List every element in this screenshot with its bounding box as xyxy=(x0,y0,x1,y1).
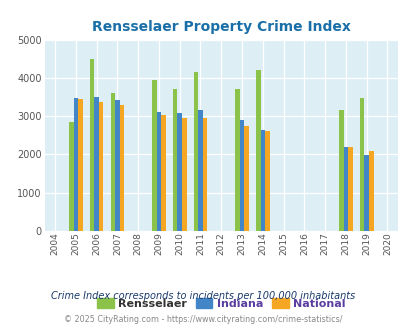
Bar xyxy=(99,102,103,231)
Bar xyxy=(119,106,124,231)
Bar xyxy=(234,89,239,231)
Bar xyxy=(73,98,78,231)
Bar xyxy=(156,112,161,231)
Bar xyxy=(94,97,99,231)
Bar xyxy=(255,70,260,231)
Bar xyxy=(244,126,248,231)
Bar xyxy=(239,120,244,231)
Bar xyxy=(161,115,165,231)
Bar xyxy=(364,155,368,231)
Bar xyxy=(368,150,373,231)
Text: Crime Index corresponds to incidents per 100,000 inhabitants: Crime Index corresponds to incidents per… xyxy=(51,291,354,301)
Bar xyxy=(193,72,198,231)
Bar xyxy=(260,130,264,231)
Bar xyxy=(78,99,83,231)
Bar xyxy=(264,131,269,231)
Bar xyxy=(152,80,156,231)
Bar xyxy=(347,147,352,231)
Bar xyxy=(177,114,181,231)
Bar xyxy=(198,110,202,231)
Bar xyxy=(69,122,73,231)
Legend: Rensselaer, Indiana, National: Rensselaer, Indiana, National xyxy=(92,294,349,314)
Bar xyxy=(110,93,115,231)
Bar xyxy=(90,59,94,231)
Title: Rensselaer Property Crime Index: Rensselaer Property Crime Index xyxy=(92,20,350,34)
Bar xyxy=(173,89,177,231)
Bar xyxy=(115,100,119,231)
Bar xyxy=(343,147,347,231)
Bar xyxy=(359,98,364,231)
Bar xyxy=(202,118,207,231)
Bar xyxy=(338,111,343,231)
Text: © 2025 CityRating.com - https://www.cityrating.com/crime-statistics/: © 2025 CityRating.com - https://www.city… xyxy=(64,315,341,324)
Bar xyxy=(181,118,186,231)
